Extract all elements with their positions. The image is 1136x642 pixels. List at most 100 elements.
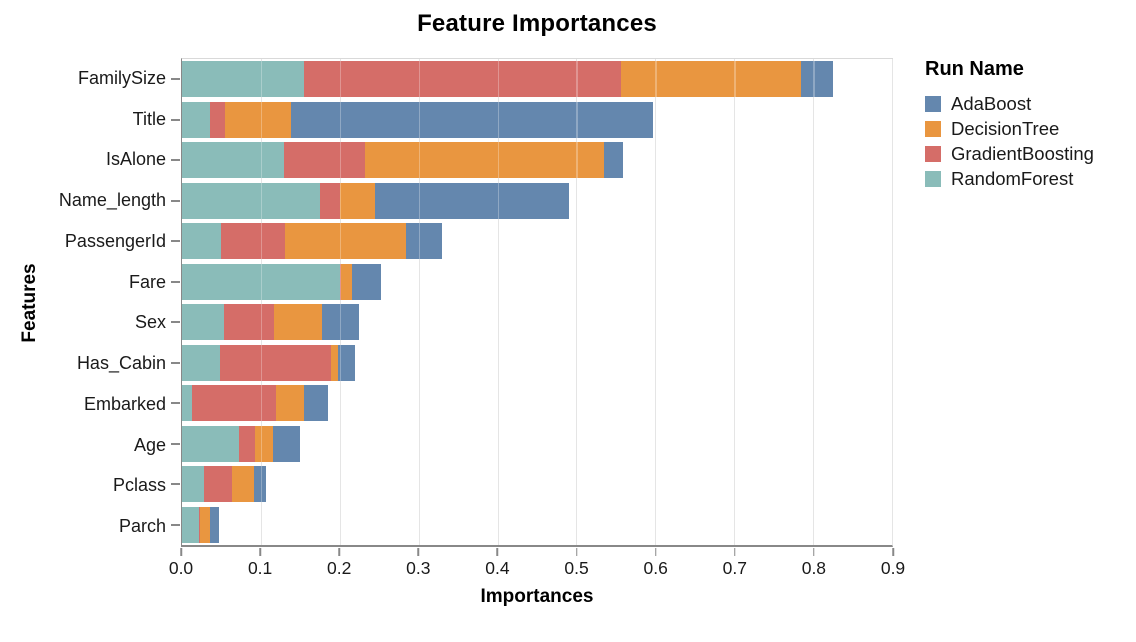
stacked-bar	[182, 263, 892, 300]
stacked-bar	[182, 385, 892, 422]
bar-segment-randomforest	[182, 101, 211, 138]
y-tick-label: FamilySize	[77, 67, 166, 88]
y-tick-label: Sex	[134, 312, 166, 333]
bar-row	[171, 383, 892, 424]
y-tick-label: PassengerId	[64, 230, 166, 251]
bar-segment-decisiontree	[231, 466, 254, 503]
bar-segment-decisiontree	[275, 385, 305, 422]
x-tick-mark	[813, 548, 815, 556]
bar-segment-randomforest	[182, 263, 340, 300]
gridline	[655, 59, 657, 545]
gridline	[260, 59, 263, 545]
x-tick-mark	[654, 548, 657, 556]
bar-row	[171, 59, 892, 100]
bar-segment-gradientboosting	[339, 263, 342, 300]
bar-segment-decisiontree	[339, 182, 376, 219]
bar-segment-adaboost	[604, 142, 623, 179]
bar-row	[171, 100, 892, 141]
gridline	[576, 59, 578, 545]
bar-segment-adaboost	[321, 304, 359, 341]
stacked-bar	[182, 425, 892, 462]
bar-segment-decisiontree	[341, 263, 353, 300]
bar-segment-randomforest	[182, 466, 205, 503]
bar-segment-randomforest	[182, 425, 239, 462]
gridline	[655, 59, 657, 545]
bar-segment-adaboost	[290, 101, 653, 138]
bar-row	[171, 505, 892, 546]
y-tick-label: Fare	[128, 271, 166, 292]
bar-segment-decisiontree	[284, 223, 407, 260]
bar-segment-adaboost	[406, 223, 443, 260]
y-axis-labels: FamilySize Title IsAlone Name_length Passeng…	[0, 58, 166, 547]
gridline	[892, 59, 894, 545]
bar-segment-gradientboosting	[198, 506, 201, 543]
bar-segment-decisiontree	[225, 101, 291, 138]
x-tick-mark	[892, 548, 894, 556]
bar-segment-adaboost	[210, 506, 220, 543]
x-tick-label: 0.3	[406, 558, 431, 578]
y-tick-mark	[171, 321, 180, 324]
gridline	[734, 59, 736, 545]
gridline	[892, 59, 893, 545]
legend-entry-label: DecisionTree	[951, 117, 1060, 139]
legend-entry: GradientBoosting	[925, 141, 1094, 166]
y-tick-label: Embarked	[83, 393, 166, 414]
y-tick-mark	[171, 442, 180, 445]
bar-segment-randomforest	[182, 142, 284, 179]
bar-segment-gradientboosting	[210, 101, 226, 138]
legend-entry-label: RandomForest	[951, 167, 1074, 189]
x-axis-title: Importances	[480, 586, 594, 607]
bar-segment-randomforest	[182, 182, 321, 219]
chart-title: Feature Importances	[417, 10, 657, 37]
bar-row	[171, 181, 892, 222]
stacked-bar	[182, 304, 892, 341]
gridline	[576, 59, 578, 545]
bar-segment-adaboost	[375, 182, 569, 219]
y-tick-label: Age	[133, 434, 166, 455]
y-tick-mark	[171, 240, 180, 243]
stacked-bar	[182, 344, 892, 381]
bar-segment-decisiontree	[255, 425, 273, 462]
x-tick-mark	[417, 548, 420, 556]
gridline	[260, 59, 262, 545]
stacked-bar	[182, 466, 892, 503]
legend-swatch-decisiontree	[925, 120, 941, 137]
bar-segment-gradientboosting	[221, 223, 285, 260]
plot-area	[171, 58, 894, 547]
gridline	[497, 59, 500, 545]
x-tick-label: 0.8	[801, 558, 827, 578]
y-tick-label: Name_length	[58, 190, 166, 211]
bar-segment-gradientboosting	[223, 304, 275, 341]
legend-entry: DecisionTree	[925, 116, 1094, 141]
bar-rows	[171, 59, 892, 546]
bar-row	[171, 221, 892, 262]
y-tick-mark	[171, 159, 180, 162]
bar-segment-decisiontree	[274, 304, 322, 341]
x-tick-mark	[259, 548, 261, 556]
bar-segment-decisiontree	[365, 142, 605, 179]
bar-row	[171, 140, 892, 181]
bar-row	[171, 262, 892, 303]
legend-entry: RandomForest	[925, 166, 1094, 191]
gridline	[813, 59, 815, 545]
gridline	[813, 59, 815, 545]
legend-swatch-adaboost	[925, 95, 941, 112]
bar-segment-randomforest	[182, 61, 305, 98]
bar-segment-randomforest	[182, 223, 222, 260]
x-tick-label: 0.5	[564, 558, 589, 578]
x-tick-label: 0.9	[880, 558, 906, 578]
y-tick-mark	[171, 280, 180, 283]
gridline	[339, 59, 341, 545]
bar-segment-decisiontree	[621, 61, 802, 98]
y-tick-label: IsAlone	[105, 149, 166, 170]
x-tick-label: 0.7	[722, 558, 747, 578]
y-tick-mark	[171, 361, 180, 364]
bar-segment-gradientboosting	[238, 425, 256, 462]
bar-row	[171, 302, 892, 343]
bar-row	[171, 343, 892, 384]
stacked-bar	[182, 182, 892, 219]
bar-segment-randomforest	[182, 506, 199, 543]
stacked-bar	[182, 61, 892, 98]
y-tick-label: Title	[132, 108, 166, 129]
